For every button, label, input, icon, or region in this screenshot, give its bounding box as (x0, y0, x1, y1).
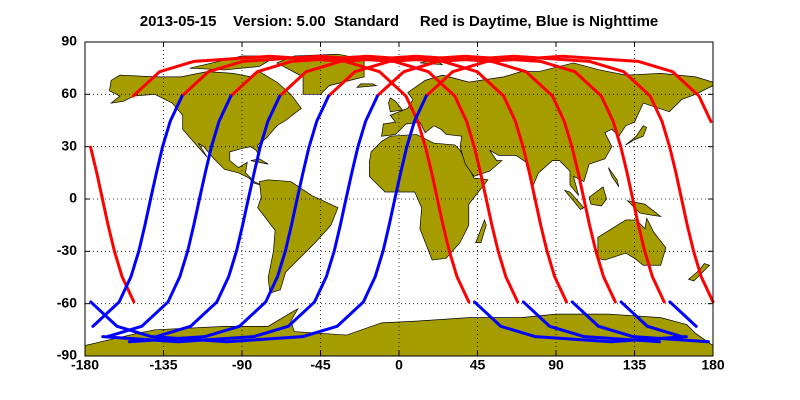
south-america (258, 180, 338, 293)
ground-track (375, 54, 715, 304)
x-tick-label: -90 (232, 357, 252, 373)
x-tick-label: 0 (395, 357, 403, 373)
africa (369, 134, 488, 260)
ground-track (105, 94, 662, 344)
y-tick-label: 60 (61, 85, 77, 101)
ground-track (89, 94, 428, 344)
x-tick-label: -180 (71, 357, 99, 373)
x-tick-label: -135 (149, 357, 177, 373)
ground-tracks (89, 54, 715, 344)
y-tick-label: 0 (69, 190, 77, 206)
x-tick-label: -45 (310, 357, 330, 373)
plot-frame (84, 41, 714, 357)
tick-labels: -180 -135 -90 -45 0 45 90 135 180 -90 -60 -30 0 30 60 9… (57, 33, 725, 373)
eurasia (382, 63, 713, 196)
y-tick-label: -60 (57, 294, 77, 310)
ground-track (229, 54, 568, 304)
ground-track (180, 54, 520, 304)
x-tick-label: 45 (470, 357, 486, 373)
ground-track (278, 54, 617, 304)
ground-track (154, 94, 710, 344)
ground-track (89, 54, 713, 304)
y-tick-label: 30 (61, 137, 77, 153)
y-tick-label: -30 (57, 242, 77, 258)
antarctica (85, 309, 713, 356)
ground-track (127, 94, 684, 344)
x-tick-label: 135 (623, 357, 647, 373)
islands (251, 98, 710, 281)
y-tick-label: -90 (57, 347, 77, 363)
land-masses (85, 54, 713, 356)
ground-track (327, 54, 666, 304)
x-tick-label: 90 (548, 357, 564, 373)
chart-title: 2013-05-15 Version: 5.00 Standard Red is… (140, 13, 659, 30)
australia (598, 218, 666, 265)
ground-track (101, 94, 698, 344)
ground-track (131, 54, 471, 304)
y-tick-label: 90 (61, 33, 77, 49)
x-tick-label: 180 (701, 357, 725, 373)
